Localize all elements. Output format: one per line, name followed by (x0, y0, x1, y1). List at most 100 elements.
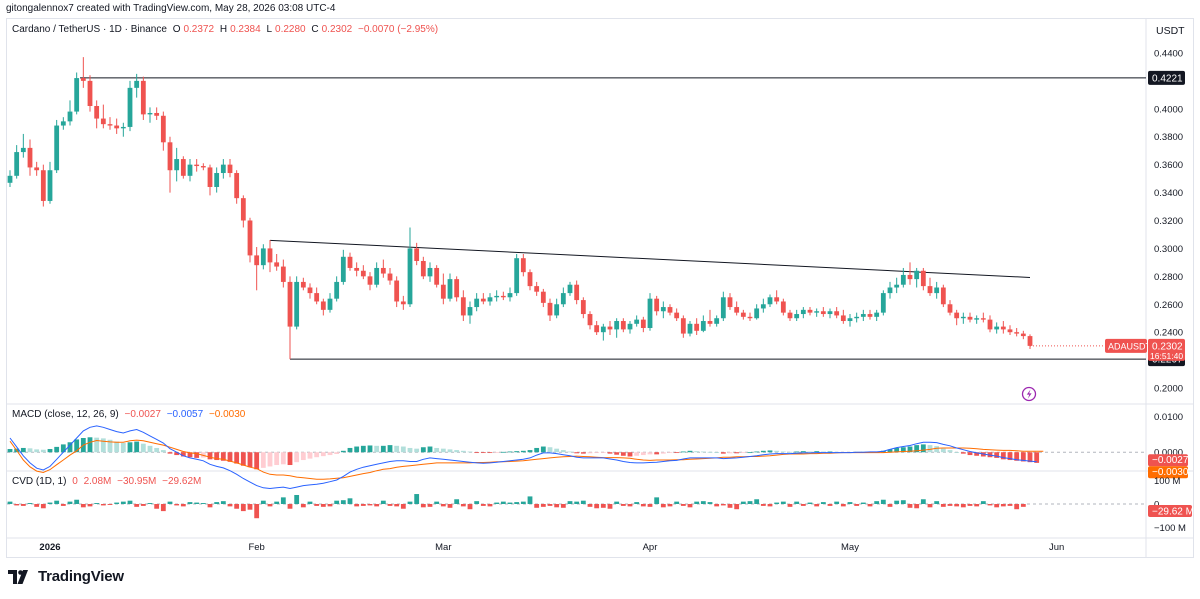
cvd-bar (227, 504, 233, 507)
macd-histogram-bar (554, 448, 560, 453)
candle-body (427, 267, 433, 277)
macd-histogram-bar (707, 451, 713, 453)
macd-histogram-bar (634, 452, 640, 456)
candle-body (334, 281, 340, 299)
price-tick-label: 0.3600 (1154, 160, 1183, 171)
macd-histogram-bar (680, 451, 686, 453)
candle-body (494, 295, 500, 298)
cvd-bar (627, 504, 633, 507)
macd-histogram-bar (494, 452, 500, 454)
macd-histogram-bar (20, 447, 26, 453)
cvd-bar (234, 504, 240, 509)
macd-histogram-bar (620, 452, 626, 456)
cvd-bar (967, 504, 973, 506)
candle-body (407, 248, 413, 305)
macd-histogram-bar (520, 450, 526, 453)
candle-body (900, 274, 906, 285)
candle-body (634, 319, 640, 324)
cvd-bar (1000, 504, 1006, 507)
cvd-bar (954, 504, 960, 507)
low-label: L (266, 24, 273, 35)
macd-histogram-bar (174, 452, 180, 456)
macd-histogram-bar (667, 452, 673, 454)
cvd-bar (947, 504, 953, 506)
candle-body (420, 260, 426, 277)
macd-signal-value: −0.0057 (166, 409, 204, 420)
cvd-bar (427, 504, 433, 507)
candle-body (154, 112, 160, 116)
candle-body (807, 309, 813, 313)
cvd-bar (440, 504, 446, 507)
candle-body (67, 111, 73, 122)
cvd-bar (1020, 504, 1026, 507)
cvd-bar (394, 504, 400, 507)
cvd-bar (707, 502, 713, 504)
cvd-bar (974, 504, 980, 507)
cvd-bar (400, 504, 406, 509)
candle-body (1007, 329, 1013, 333)
macd-histogram-bar (827, 451, 833, 453)
candle-body (867, 314, 873, 317)
cvd-bar (347, 498, 353, 504)
candle-body (720, 297, 726, 319)
symbol-title[interactable]: Cardano / TetherUS · 1D · Binance (12, 24, 167, 35)
cvd-bar (247, 504, 253, 510)
cvd-bar (480, 504, 486, 506)
cvd-bar (894, 500, 900, 504)
cvd-bar (687, 504, 693, 508)
macd-histogram-bar (227, 452, 233, 462)
macd-histogram-bar (280, 452, 286, 465)
last-price-value: 0.2302 (1152, 341, 1183, 352)
cvd-title[interactable]: CVD (1D, 1) (12, 476, 67, 487)
macd-histogram-bar (474, 452, 480, 454)
cvd-bar (854, 504, 860, 506)
bar-countdown: 16:51:40 (1150, 351, 1183, 361)
candle-body (554, 304, 560, 316)
candle-body (794, 314, 800, 319)
candle-body (574, 284, 580, 301)
cvd-bar (820, 502, 826, 504)
candle-body (74, 78, 80, 112)
candle-body (880, 293, 886, 313)
macd-histogram-bar (1020, 452, 1026, 462)
macd-histogram-bar (314, 452, 320, 458)
candle-body (674, 312, 680, 319)
cvd-bar (7, 501, 13, 504)
macd-histogram-bar (594, 452, 600, 454)
lightning-icon (1021, 386, 1037, 402)
candle-body (734, 307, 740, 313)
candle-body (340, 256, 346, 282)
macd-histogram-bar (540, 446, 546, 453)
macd-histogram-bar (340, 450, 346, 453)
macd-histogram-bar (394, 445, 400, 453)
candle-body (20, 147, 26, 153)
candle-body (774, 297, 780, 302)
cvd-bar (660, 504, 666, 508)
cvd-bar (167, 501, 173, 504)
candle-body (180, 159, 186, 176)
candle-body (400, 301, 406, 305)
cvd-bar (960, 504, 966, 508)
candle-body (620, 321, 626, 330)
macd-histogram-bar (200, 452, 206, 458)
cvd-bar (494, 502, 500, 504)
macd-histogram-bar (134, 441, 140, 453)
time-axis-label: Mar (435, 542, 451, 553)
candle-body (627, 323, 633, 330)
macd-histogram-bar (240, 452, 246, 466)
cvd-bar (254, 504, 260, 519)
macd-histogram-bar (287, 452, 293, 466)
macd-title[interactable]: MACD (close, 12, 26, 9) (12, 409, 119, 420)
macd-histogram-bar (514, 451, 520, 453)
tradingview-brand[interactable]: TradingView (8, 568, 124, 585)
cvd-bar (860, 502, 866, 504)
candle-body (540, 291, 546, 303)
candle-body (207, 167, 213, 187)
macd-histogram-bar (207, 452, 213, 460)
cvd-bar (220, 501, 226, 504)
macd-histogram-bar (654, 452, 660, 455)
candle-body (767, 297, 773, 305)
price-tick-label: 0.2600 (1154, 300, 1183, 311)
cvd-bar (867, 504, 873, 507)
